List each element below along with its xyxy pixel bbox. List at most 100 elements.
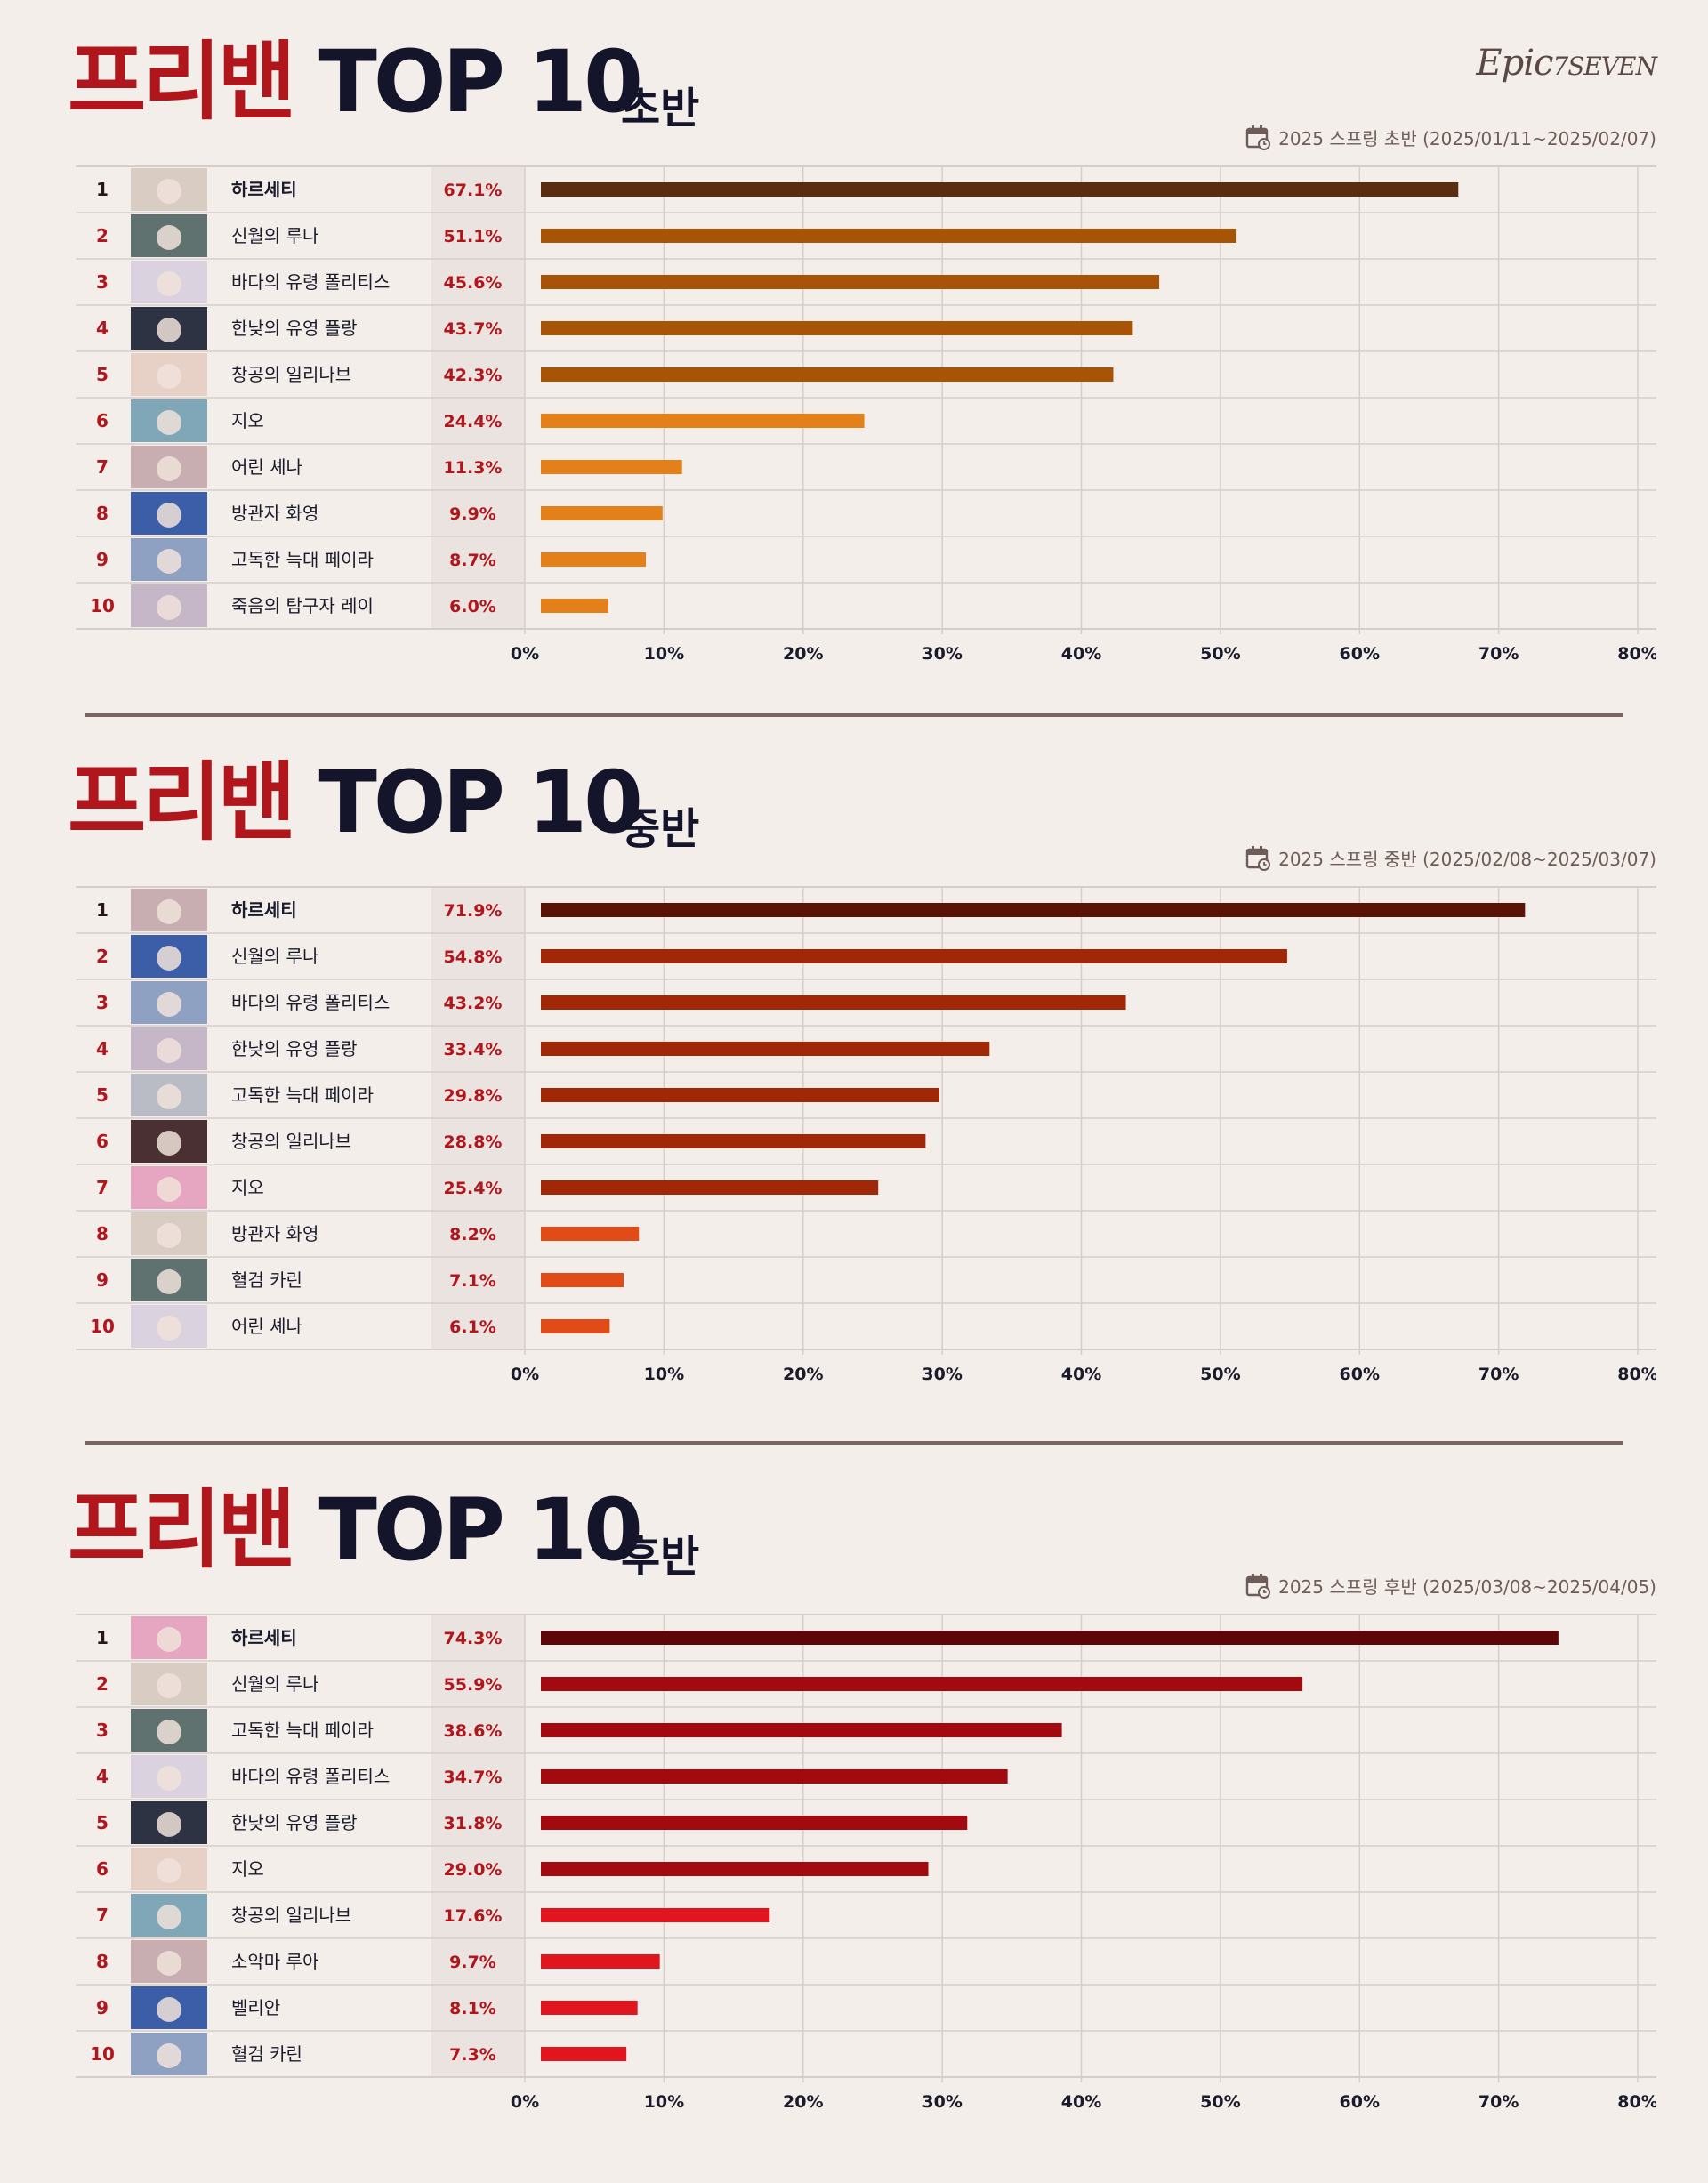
x-tick-label: 80%: [1617, 1365, 1656, 1384]
value-label: 25.4%: [444, 1179, 503, 1198]
hero-name: 신월의 루나: [231, 225, 318, 246]
avatar-face: [157, 410, 181, 435]
x-tick-label: 10%: [644, 644, 684, 664]
avatar-face: [157, 456, 181, 481]
value-label: 8.2%: [449, 1225, 496, 1245]
value-label: 8.1%: [449, 1999, 496, 2018]
rank-label: 8: [96, 1951, 109, 1972]
section-divider: [85, 713, 1623, 717]
period-label: 2025 스프링 후반 (2025/03/08~2025/04/05): [1245, 1569, 1656, 1601]
x-tick-label: 10%: [644, 1365, 684, 1384]
hero-name: 고독한 늑대 페이라: [231, 549, 374, 570]
avatar-face: [157, 225, 181, 250]
rank-label: 9: [96, 1997, 109, 2018]
rank-label: 7: [96, 456, 109, 478]
hero-name: 소악마 루아: [231, 1951, 318, 1972]
x-tick-label: 30%: [922, 1365, 962, 1384]
hero-name: 혈검 카린: [231, 1269, 302, 1291]
hero-name: 지오: [231, 1177, 264, 1198]
period-label: 2025 스프링 초반 (2025/01/11~2025/02/07): [1245, 121, 1656, 153]
title-freeban: 프리밴: [68, 753, 296, 852]
bar: [541, 1227, 640, 1241]
section-late: 프리밴 TOP 10 후반 2025 스프링 후반 (2025/03/08~20…: [0, 1448, 1708, 2151]
avatar-face: [157, 1905, 181, 1929]
period-text: 2025 스프링 후반 (2025/03/08~2025/04/05): [1278, 1575, 1656, 1598]
hero-name: 창공의 일리나브: [231, 364, 351, 385]
rank-label: 7: [96, 1177, 109, 1198]
rank-label: 8: [96, 503, 109, 524]
rank-label: 2: [96, 946, 109, 967]
title-top10: TOP 10: [292, 753, 642, 852]
value-label: 55.9%: [444, 1675, 503, 1695]
chart-early-svg: 1 하르세티 67.1% 2 신월의 루나 51.1% 3 바다의 유령 폴리티스 45.6% 4…: [76, 165, 1656, 664]
x-tick-label: 70%: [1478, 1365, 1519, 1384]
bar: [541, 995, 1126, 1010]
avatar-face: [157, 1997, 181, 2022]
avatar-face: [157, 549, 181, 574]
hero-name: 벨리안: [231, 1997, 280, 2018]
bar: [541, 1816, 968, 1830]
title-main: 프리밴 TOP 10: [68, 20, 643, 144]
x-tick-label: 0%: [511, 1365, 539, 1384]
bar: [541, 599, 608, 613]
bar: [541, 321, 1133, 335]
bar: [541, 1319, 610, 1333]
value-label: 17.6%: [444, 1906, 503, 1926]
value-label: 8.7%: [449, 551, 496, 570]
chart-mid-svg: 1 하르세티 71.9% 2 신월의 루나 54.8% 3 바다의 유령 폴리티스 43.2% 4…: [76, 886, 1656, 1384]
rank-label: 4: [96, 1766, 109, 1787]
rank-label: 3: [96, 992, 109, 1013]
x-tick-label: 40%: [1061, 644, 1101, 664]
bar: [541, 1862, 929, 1876]
rank-label: 4: [96, 318, 109, 339]
value-label: 43.7%: [444, 319, 503, 339]
bar: [541, 182, 1459, 197]
avatar-face: [157, 1316, 181, 1341]
value-label: 67.1%: [444, 181, 503, 200]
bar: [541, 414, 865, 428]
value-label: 54.8%: [444, 947, 503, 967]
hero-name: 하르세티: [231, 899, 297, 921]
avatar-face: [157, 1038, 181, 1063]
value-label: 29.0%: [444, 1860, 503, 1880]
title-main: 프리밴 TOP 10: [68, 1468, 643, 1592]
section-mid: 프리밴 TOP 10 중반 2025 스프링 중반 (2025/02/08~20…: [0, 721, 1708, 1423]
hero-name: 신월의 루나: [231, 946, 318, 967]
hero-name: 어린 셰나: [231, 456, 302, 478]
section-divider: [85, 1441, 1623, 1445]
avatar-face: [157, 179, 181, 204]
calendar-icon: [1245, 1574, 1271, 1599]
hero-name: 혈검 카린: [231, 2043, 302, 2065]
bar: [541, 1273, 624, 1287]
value-label: 38.6%: [444, 1721, 503, 1741]
rank-label: 1: [96, 179, 109, 200]
x-tick-label: 70%: [1478, 644, 1519, 664]
rank-label: 10: [90, 595, 115, 616]
bar: [541, 903, 1526, 917]
avatar-face: [157, 1673, 181, 1698]
avatar-face: [157, 595, 181, 620]
bar: [541, 229, 1237, 243]
avatar-face: [157, 899, 181, 924]
x-tick-label: 20%: [783, 2092, 823, 2112]
x-tick-label: 50%: [1200, 1365, 1240, 1384]
bar: [541, 1042, 990, 1056]
chart-late-svg: 1 하르세티 74.3% 2 신월의 루나 55.9% 3 고독한 늑대 페이라 38.6% 4 바…: [76, 1614, 1656, 2112]
bar: [541, 1677, 1303, 1691]
rank-label: 5: [96, 364, 109, 385]
rank-label: 5: [96, 1084, 109, 1106]
avatar-face: [157, 1269, 181, 1294]
avatar-face: [157, 1951, 181, 1976]
bar: [541, 1769, 1008, 1784]
hero-name: 바다의 유령 폴리티스: [231, 992, 390, 1013]
rank-label: 4: [96, 1038, 109, 1059]
value-label: 31.8%: [444, 1814, 503, 1833]
chart-mid: 1 하르세티 71.9% 2 신월의 루나 54.8% 3 바다의 유령 폴리티스 43.2% 4…: [76, 885, 1656, 1419]
calendar-icon: [1245, 125, 1271, 150]
avatar-face: [157, 1084, 181, 1109]
avatar-face: [157, 318, 181, 342]
value-label: 29.8%: [444, 1086, 503, 1106]
period-label: 2025 스프링 중반 (2025/02/08~2025/03/07): [1245, 842, 1656, 874]
rank-label: 3: [96, 271, 109, 293]
avatar-face: [157, 992, 181, 1017]
